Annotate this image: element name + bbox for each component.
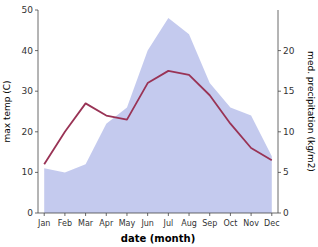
y-tick [35,91,38,92]
y-axis-title: max temp (C) [2,80,12,142]
y-tick-label: 0 [27,208,33,218]
x-tick [251,213,252,216]
x-tick-label: Nov [243,219,259,228]
x-tick-label: Jun [140,219,154,228]
y-tick [35,131,38,132]
x-tick [209,213,210,216]
y2-tick [278,172,281,173]
marks [44,18,272,213]
y2-axis-line [278,10,279,213]
x-tick [44,213,45,216]
y2-tick [278,213,281,214]
y2-tick-label: 15 [283,86,294,96]
x-tick-label: May [119,219,136,228]
y2-tick-label: 20 [283,46,295,56]
x-tick [126,213,127,216]
x-tick [147,213,148,216]
x-axis-line [38,213,278,214]
x-tick-label: Aug [181,219,197,228]
x-tick [271,213,272,216]
axes: 0 10 20 30 40 50 0 5 10 15 20 Jan Feb Mar Apr May Jun Jul… [22,5,295,228]
y-tick-label: 20 [22,127,34,137]
y-tick [35,50,38,51]
x-tick [64,213,65,216]
y-tick [35,213,38,214]
y2-axis-title: med. precipitation (kg/m2) [306,51,316,172]
x-tick [85,213,86,216]
y-tick [35,10,38,11]
x-tick-label: Jan [37,219,50,228]
y2-tick [278,50,281,51]
y2-tick [278,91,281,92]
x-tick-label: Oct [223,219,237,228]
chart: 0 10 20 30 40 50 0 5 10 15 20 Jan Feb Mar Apr May Jun Jul… [0,0,318,247]
x-tick [189,213,190,216]
x-tick [168,213,169,216]
x-tick-label: Feb [58,219,72,228]
x-tick-label: Jul [163,219,174,228]
temp-line [44,71,272,164]
precip-area [44,18,272,213]
y2-tick-label: 0 [283,208,289,218]
y-tick-label: 10 [22,167,34,177]
x-tick-label: Mar [78,219,94,228]
x-tick-label: Sep [202,219,217,228]
y-axis-line [38,10,39,213]
x-tick-label: Apr [99,219,114,228]
x-axis-title: date (month) [121,233,195,244]
y2-tick-label: 5 [283,167,289,177]
y-tick-label: 30 [22,86,34,96]
x-tick [106,213,107,216]
y2-tick [278,131,281,132]
y-tick [35,172,38,173]
y-tick-label: 40 [22,46,34,56]
x-tick [230,213,231,216]
y-tick-label: 50 [22,5,34,15]
x-tick-label: Dec [264,219,279,228]
y2-tick-label: 10 [283,127,295,137]
